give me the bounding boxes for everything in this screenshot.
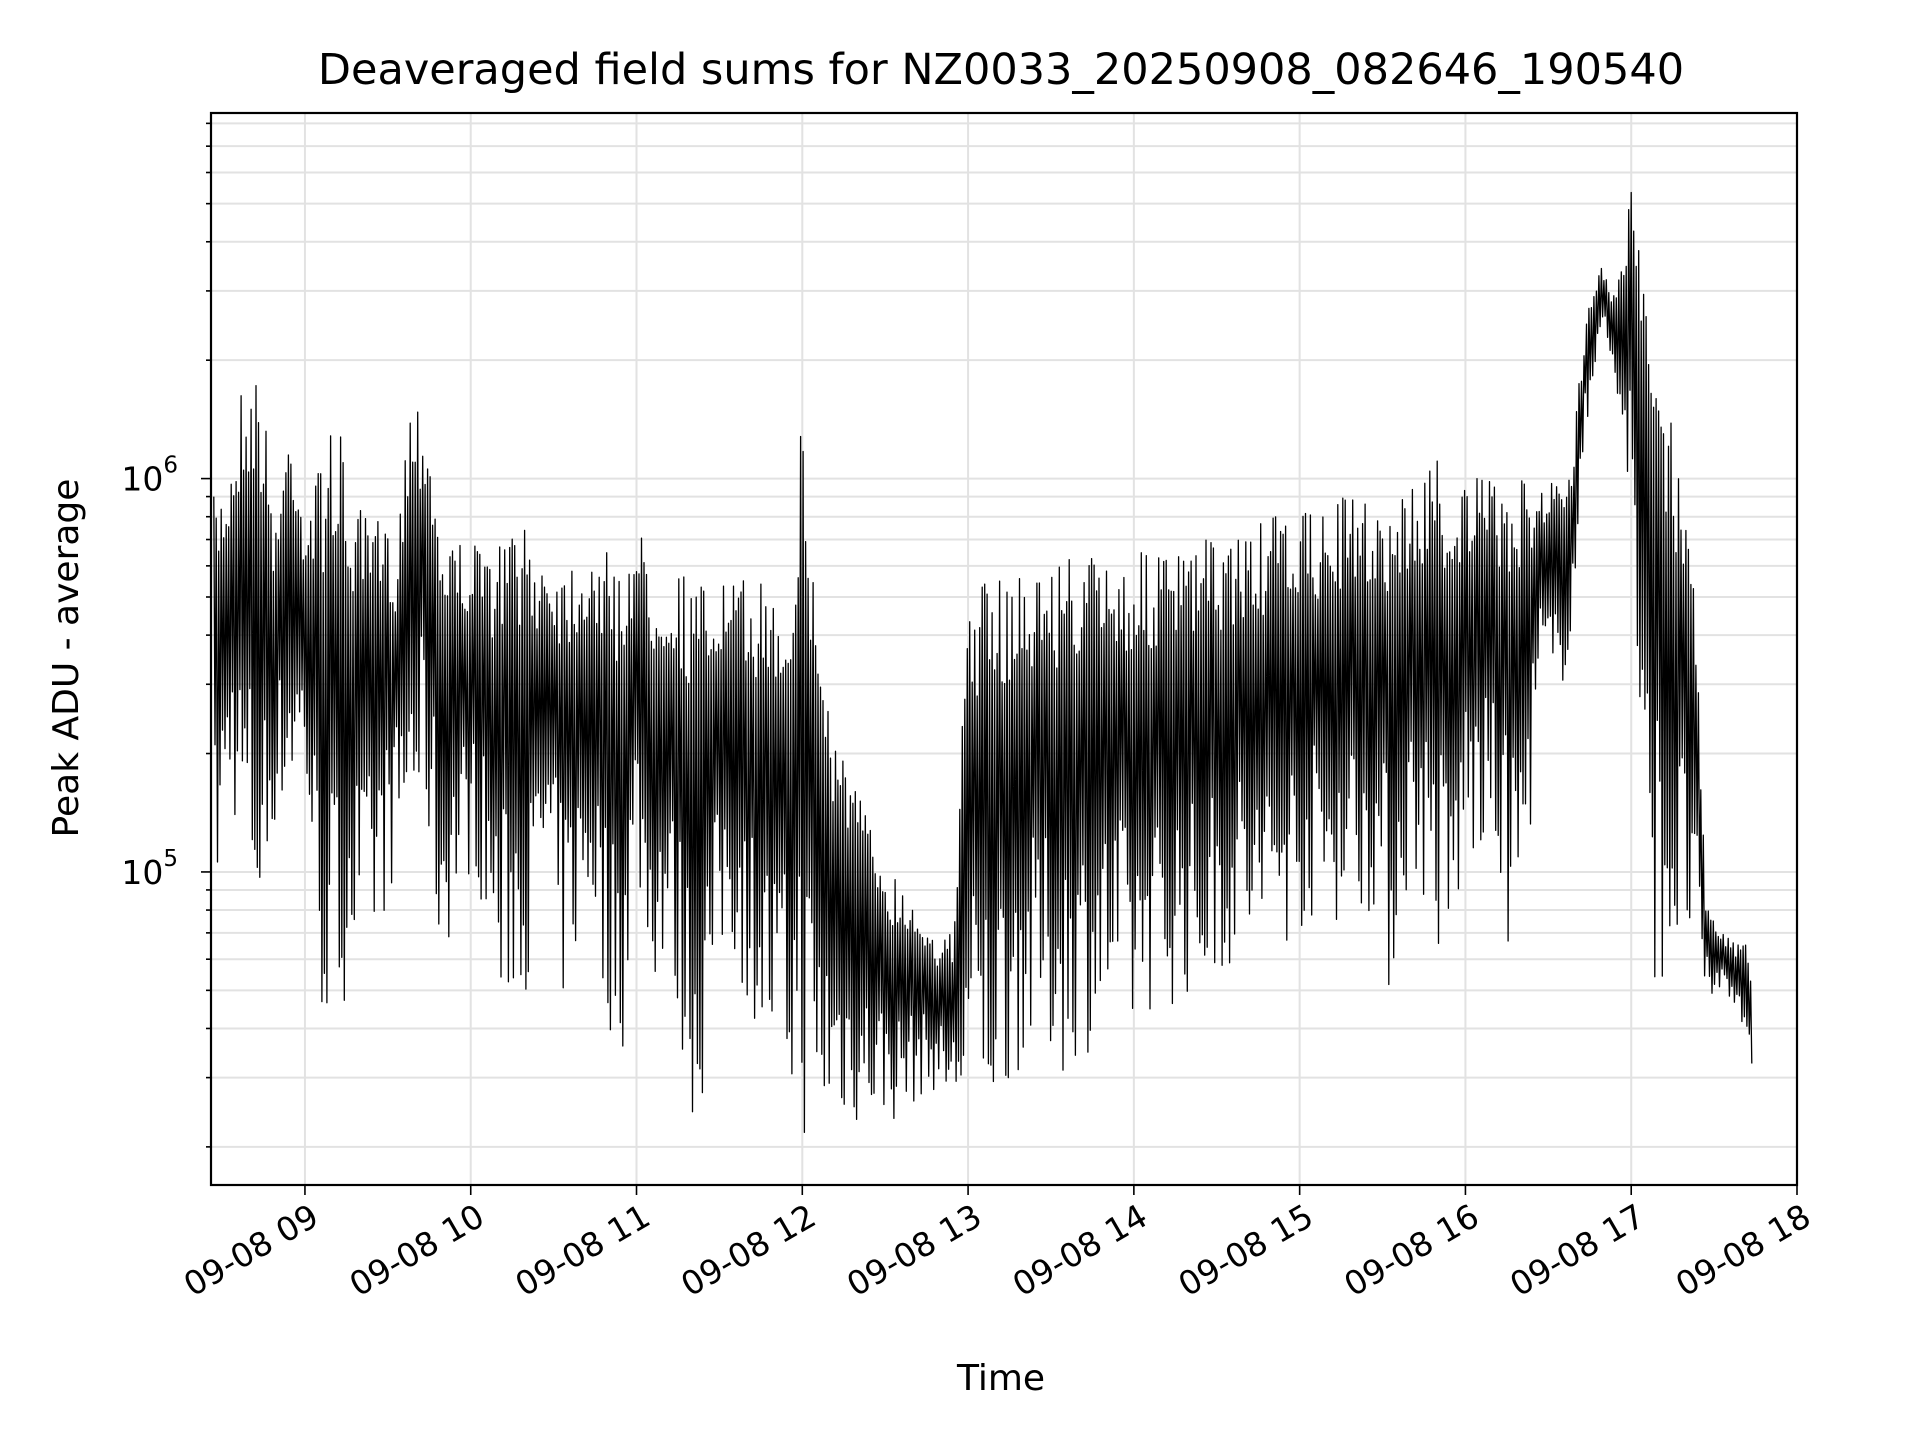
series-layer [213,191,1753,1134]
y-tick-exponent: 5 [163,846,178,872]
x-axis-label: Time [956,1358,1045,1399]
chart-title: Deaveraged field sums for NZ0033_2025090… [318,45,1684,95]
y-tick-label: 105 [121,846,178,892]
series-line [213,191,1753,1134]
plot-frame [209,111,1799,1187]
y-axis-label: Peak ADU - average [46,479,87,838]
y-tick-base: 10 [121,853,163,892]
y-tick-exponent: 6 [163,453,178,479]
y-tick-base: 10 [121,460,163,499]
y-tick-label: 106 [121,453,178,499]
